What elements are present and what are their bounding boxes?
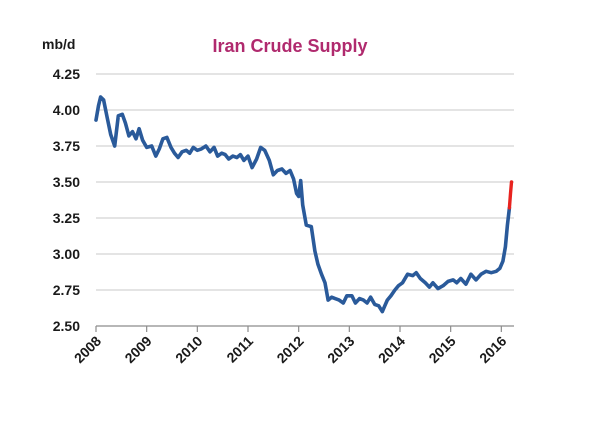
y-tick-label: 3.00: [53, 246, 80, 262]
x-tick-label: 2016: [476, 333, 509, 366]
y-tick-label: 4.25: [53, 66, 80, 82]
y-tick-label: 4.00: [53, 102, 80, 118]
x-tick-label: 2012: [273, 333, 306, 366]
x-tick-label: 2009: [121, 333, 154, 366]
x-tick-label: 2010: [172, 333, 205, 366]
y-tick-label: 2.50: [53, 318, 80, 334]
y-tick-label: 3.25: [53, 210, 80, 226]
x-tick-label: 2015: [425, 333, 458, 366]
y-tick-label: 3.75: [53, 138, 80, 154]
x-tick-label: 2008: [71, 333, 104, 366]
x-axis: 2008 2009 2010 2011 2012 2013 2014 2015 2016: [71, 325, 514, 366]
y-axis-unit-label: mb/d: [42, 36, 75, 52]
x-tick-label: 2014: [375, 333, 408, 366]
series-line-projection: [507, 180, 514, 210]
series-lines: [94, 95, 514, 314]
y-tick-label: 3.50: [53, 174, 80, 190]
x-tick-label: 2011: [223, 333, 256, 366]
gridlines: [96, 73, 514, 291]
x-tick-label: 2013: [324, 333, 357, 366]
series-line-actual: [94, 95, 512, 314]
y-tick-label: 2.75: [53, 282, 80, 298]
y-axis-tick-labels: 2.50 2.75 3.00 3.25 3.50 3.75 4.00 4.25: [53, 66, 80, 334]
chart-title: Iran Crude Supply: [212, 36, 367, 56]
